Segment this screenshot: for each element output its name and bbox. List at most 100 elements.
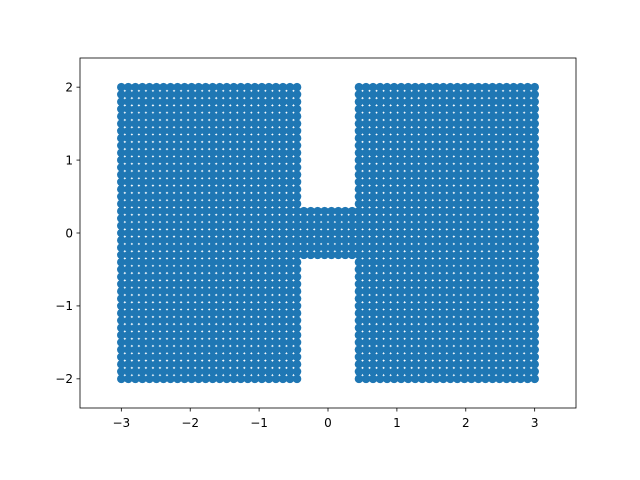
scatter-point xyxy=(389,316,399,325)
scatter-point xyxy=(396,206,406,216)
scatter-point xyxy=(460,250,469,260)
scatter-point xyxy=(236,177,246,187)
scatter-point xyxy=(285,272,295,282)
scatter-point xyxy=(495,279,504,289)
scatter-point xyxy=(215,243,225,252)
scatter-point xyxy=(159,221,168,231)
scatter-point xyxy=(382,170,392,179)
scatter-point xyxy=(215,119,225,128)
scatter-point xyxy=(152,177,161,187)
scatter-point xyxy=(467,112,476,121)
scatter-point xyxy=(215,374,225,384)
scatter-point xyxy=(201,352,210,362)
scatter-point xyxy=(460,272,469,282)
scatter-point xyxy=(278,359,288,369)
scatter-point xyxy=(446,199,455,209)
scatter-point xyxy=(215,221,225,231)
scatter-point xyxy=(194,294,203,303)
scatter-point xyxy=(138,352,147,362)
scatter-point xyxy=(439,104,448,114)
scatter-point xyxy=(215,338,225,347)
scatter-point xyxy=(523,272,532,282)
scatter-point xyxy=(453,228,462,238)
scatter-point xyxy=(424,228,434,238)
scatter-point xyxy=(460,184,469,194)
scatter-point xyxy=(166,82,175,92)
scatter-point xyxy=(145,235,154,245)
scatter-point xyxy=(117,250,126,260)
scatter-point xyxy=(375,316,385,325)
scatter-point xyxy=(523,316,532,325)
scatter-point xyxy=(439,257,448,267)
scatter-point xyxy=(368,228,378,238)
scatter-point xyxy=(229,90,239,99)
scatter-point xyxy=(516,316,525,325)
scatter-point xyxy=(417,177,427,187)
scatter-point xyxy=(410,133,420,143)
scatter-point xyxy=(159,104,168,114)
scatter-point xyxy=(382,82,392,92)
scatter-point xyxy=(495,367,504,376)
scatter-point xyxy=(460,112,469,121)
scatter-point xyxy=(173,308,182,318)
scatter-point xyxy=(145,192,154,201)
scatter-point xyxy=(389,345,399,354)
scatter-point xyxy=(523,155,532,165)
scatter-point xyxy=(530,359,539,369)
scatter-point xyxy=(292,257,302,267)
scatter-point xyxy=(271,97,281,107)
scatter-point xyxy=(481,374,490,384)
scatter-point xyxy=(424,177,434,187)
scatter-point xyxy=(124,163,133,172)
scatter-point xyxy=(340,243,350,252)
scatter-point xyxy=(375,148,385,158)
scatter-point xyxy=(530,133,539,143)
scatter-point xyxy=(439,214,448,223)
scatter-point xyxy=(117,301,126,311)
scatter-point xyxy=(488,308,497,318)
scatter-point xyxy=(201,308,210,318)
scatter-point xyxy=(467,272,476,282)
scatter-point xyxy=(431,279,441,289)
scatter-point xyxy=(138,294,147,303)
scatter-point xyxy=(460,206,469,216)
scatter-point xyxy=(264,133,274,143)
scatter-point xyxy=(382,316,392,325)
scatter-point xyxy=(292,192,302,201)
scatter-point xyxy=(431,112,441,121)
scatter-point xyxy=(173,90,182,99)
scatter-point xyxy=(460,235,469,245)
scatter-point xyxy=(481,184,490,194)
scatter-point xyxy=(460,104,469,114)
scatter-point xyxy=(403,104,413,114)
scatter-point xyxy=(523,257,532,267)
scatter-point xyxy=(396,243,406,252)
scatter-point xyxy=(145,257,154,267)
scatter-point xyxy=(257,330,267,340)
scatter-point xyxy=(467,82,476,92)
scatter-point xyxy=(131,90,140,99)
scatter-point xyxy=(208,206,217,216)
scatter-point xyxy=(446,374,455,384)
scatter-point xyxy=(467,338,476,347)
scatter-point xyxy=(530,184,539,194)
scatter-point xyxy=(145,279,154,289)
scatter-point xyxy=(495,272,504,282)
scatter-point xyxy=(201,82,210,92)
scatter-point xyxy=(368,374,378,384)
scatter-point xyxy=(215,163,225,172)
scatter-point xyxy=(124,359,133,369)
scatter-point xyxy=(502,301,511,311)
scatter-point xyxy=(453,184,462,194)
scatter-point xyxy=(396,97,406,107)
scatter-point xyxy=(201,301,210,311)
scatter-point xyxy=(173,97,182,107)
scatter-point xyxy=(250,206,260,216)
scatter-point xyxy=(166,287,175,296)
scatter-point xyxy=(530,228,539,238)
scatter-point xyxy=(201,184,210,194)
scatter-point xyxy=(166,104,175,114)
scatter-point xyxy=(278,119,288,128)
scatter-point xyxy=(424,287,434,296)
scatter-point xyxy=(502,250,511,260)
